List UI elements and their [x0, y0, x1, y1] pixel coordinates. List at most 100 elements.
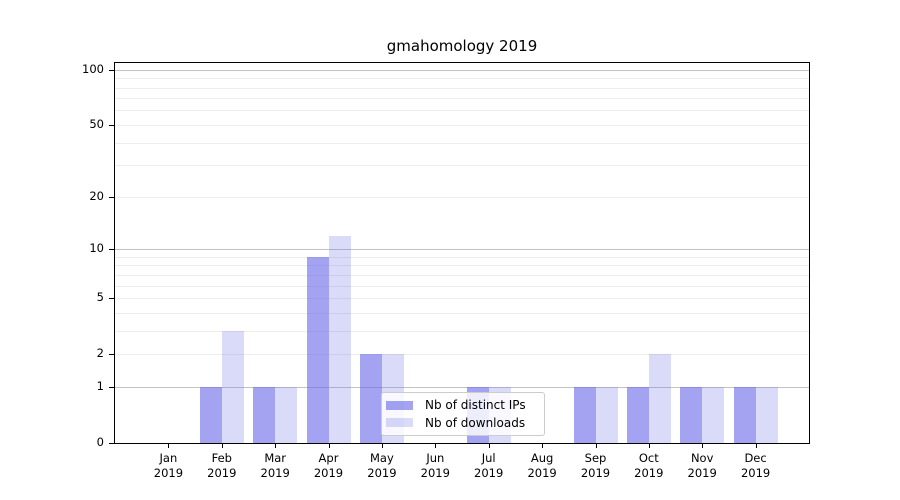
- x-tick-month: Mar: [264, 451, 287, 465]
- gridline-minor: [115, 78, 809, 80]
- bar-distinct-ips-mar: [253, 386, 276, 443]
- x-tick-year: 2019: [207, 466, 237, 480]
- bar-downloads-dec: [755, 386, 778, 443]
- x-tick-mark: [221, 444, 223, 448]
- bar-downloads-apr: [328, 235, 351, 443]
- plot-area: [114, 62, 810, 444]
- x-tick-mark: [488, 444, 490, 448]
- bar-distinct-ips-feb: [199, 386, 222, 443]
- gridline-minor: [115, 110, 809, 112]
- x-tick-year: 2019: [153, 466, 184, 480]
- x-tick-year: 2019: [313, 466, 344, 480]
- chart-title: gmahomology 2019: [386, 37, 538, 55]
- gridline-minor: [115, 165, 809, 167]
- y-tick-label: 100: [82, 61, 104, 76]
- y-tick-mark: [109, 196, 114, 198]
- legend: Nb of distinct IPs Nb of downloads: [381, 392, 545, 436]
- y-tick-label: 50: [89, 116, 104, 131]
- x-tick-year: 2019: [580, 466, 611, 480]
- x-tick-year: 2019: [527, 466, 557, 480]
- bar-distinct-ips-sep: [573, 386, 596, 443]
- x-tick-year: 2019: [634, 466, 664, 480]
- x-tick-label: Dec 2019: [728, 451, 784, 481]
- y-tick-mark: [109, 443, 114, 444]
- legend-swatch-distinct-ips-icon: [386, 400, 413, 410]
- y-tick-label: 2: [96, 346, 104, 361]
- legend-item-downloads: Nb of downloads: [386, 416, 538, 430]
- gridline-minor: [115, 98, 809, 100]
- bar-distinct-ips-may: [359, 354, 382, 443]
- gridline-minor: [115, 142, 809, 144]
- legend-item-distinct-ips: Nb of distinct IPs: [386, 398, 538, 412]
- y-tick-mark: [109, 386, 114, 388]
- x-tick-month: Nov: [690, 451, 714, 465]
- legend-swatch-downloads-icon: [386, 418, 413, 428]
- bar-distinct-ips-apr: [306, 256, 329, 443]
- y-tick-label: 5: [96, 290, 104, 304]
- bar-downloads-sep: [595, 386, 618, 443]
- x-tick-mark: [275, 444, 277, 448]
- y-tick-label: 1: [96, 378, 104, 393]
- x-tick-label: Nov 2019: [674, 451, 730, 481]
- x-tick-year: 2019: [420, 466, 450, 480]
- legend-label-distinct-ips: Nb of distinct IPs: [425, 398, 526, 413]
- x-tick-label: Mar 2019: [247, 451, 303, 481]
- gridline-minor: [115, 298, 809, 299]
- x-tick-label: May 2019: [354, 451, 410, 481]
- gridline-minor: [115, 87, 809, 89]
- x-tick-mark: [755, 444, 757, 448]
- x-tick-month: Jun: [426, 451, 445, 465]
- x-tick-label: Aug 2019: [514, 451, 570, 481]
- gridline-minor: [115, 196, 809, 198]
- x-tick-month: Apr: [318, 451, 339, 465]
- x-tick-mark: [381, 444, 383, 448]
- x-tick-mark: [328, 444, 330, 448]
- x-tick-year: 2019: [367, 466, 397, 480]
- legend-label-downloads: Nb of downloads: [425, 415, 526, 430]
- bar-downloads-oct: [648, 354, 671, 443]
- x-tick-month: Jan: [159, 451, 178, 465]
- x-tick-label: Jan 2019: [140, 451, 196, 481]
- gridline-minor: [115, 354, 809, 356]
- x-tick-month: Oct: [638, 451, 659, 465]
- y-tick-label: 20: [89, 188, 104, 203]
- gridline-major: [115, 386, 809, 388]
- x-tick-label: Oct 2019: [621, 451, 677, 481]
- x-tick-month: Feb: [211, 451, 232, 465]
- y-tick-label: 10: [89, 241, 104, 255]
- gridline-minor: [115, 330, 809, 332]
- bar-distinct-ips-oct: [626, 386, 649, 443]
- gridline-minor: [115, 274, 809, 276]
- gridline-minor: [115, 124, 809, 126]
- y-tick-mark: [109, 249, 114, 250]
- y-tick-label: 0: [96, 435, 104, 449]
- gridline-minor: [115, 256, 809, 258]
- x-tick-year: 2019: [474, 466, 504, 480]
- gridline-minor: [115, 285, 809, 287]
- x-tick-mark: [542, 444, 544, 448]
- x-tick-year: 2019: [687, 466, 717, 480]
- x-tick-year: 2019: [260, 466, 290, 480]
- gridline-minor: [115, 265, 809, 267]
- x-tick-mark: [648, 444, 650, 448]
- bar-downloads-nov: [702, 386, 725, 443]
- bar-downloads-feb: [221, 330, 244, 443]
- x-tick-mark: [702, 444, 704, 448]
- x-tick-month: Sep: [584, 451, 607, 465]
- x-tick-month: May: [370, 451, 394, 465]
- bar-downloads-mar: [275, 386, 298, 443]
- y-tick-mark: [109, 124, 114, 126]
- bar-distinct-ips-nov: [680, 386, 703, 443]
- x-tick-month: Jul: [481, 451, 496, 465]
- x-tick-label: Apr 2019: [301, 451, 357, 481]
- x-tick-label: Jul 2019: [461, 451, 517, 481]
- x-tick-year: 2019: [740, 466, 771, 480]
- gridline-minor: [115, 312, 809, 314]
- x-tick-mark: [595, 444, 597, 448]
- gridline-major: [115, 249, 809, 250]
- bar-distinct-ips-dec: [733, 386, 756, 443]
- y-tick-mark: [109, 298, 114, 299]
- y-tick-mark: [109, 354, 114, 356]
- x-tick-month: Dec: [744, 451, 767, 465]
